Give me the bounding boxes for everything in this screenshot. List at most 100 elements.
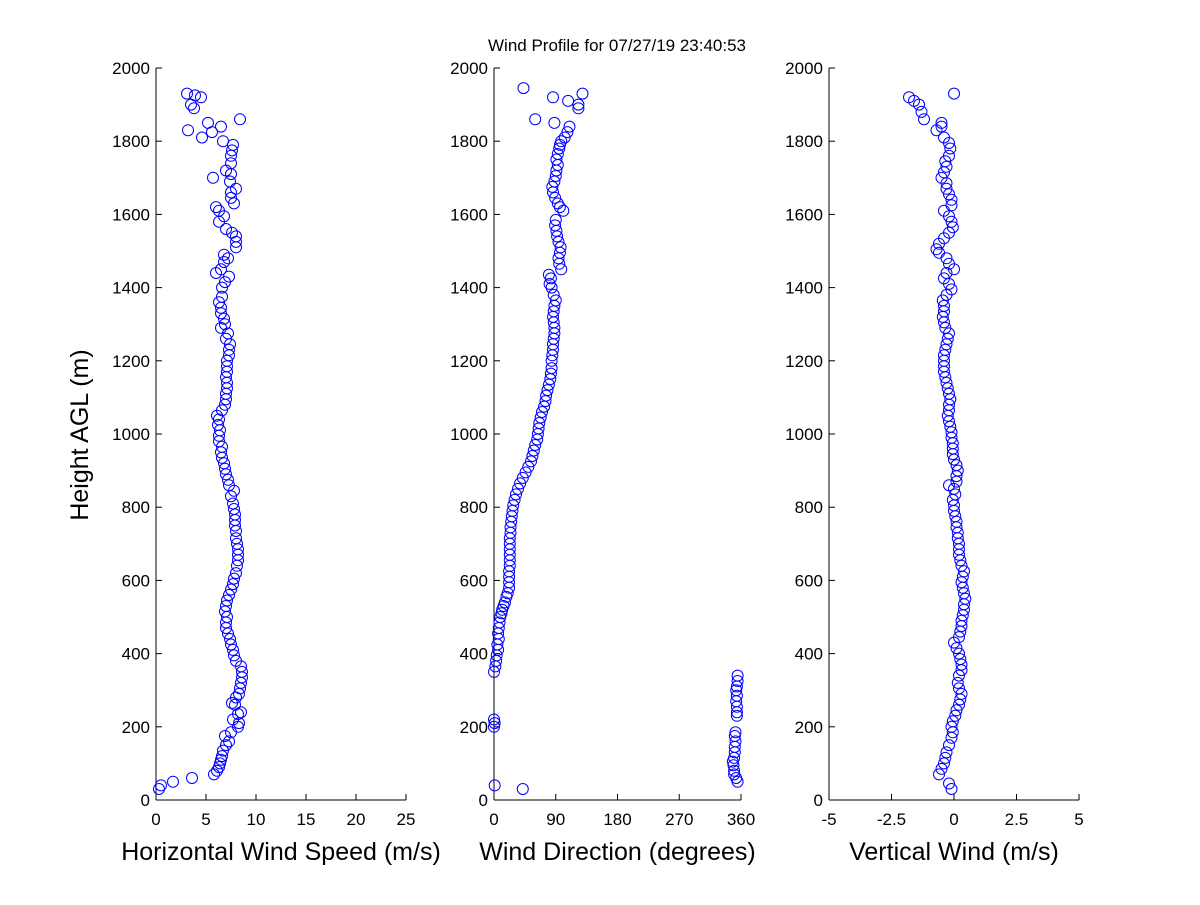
data-point [915,105,928,118]
data-point [731,669,744,682]
data-point [945,283,958,296]
data-point [958,565,970,578]
data-point [224,633,236,645]
data-point [488,713,500,726]
data-point [555,263,568,276]
data-point [227,643,239,656]
data-point [223,479,235,492]
data-point [730,684,743,697]
data-point [182,124,194,137]
data-point [543,277,556,290]
data-point [219,730,231,742]
data-point [943,149,955,162]
data-point [214,757,226,770]
data-point [223,589,235,601]
x-tick-label: 270 [665,810,693,829]
data-point [526,450,539,462]
data-point [551,197,564,210]
data-point [186,772,198,784]
y-tick-label: 1200 [450,352,488,371]
y-tick-label: 200 [795,718,823,737]
y-tick-label: 0 [814,791,823,810]
y-tick-label: 1600 [112,205,150,224]
data-point [959,592,972,605]
data-point [488,720,500,733]
data-point [229,698,241,711]
data-point [218,457,230,470]
data-point [223,343,235,356]
data-point [548,116,561,129]
data-point [222,473,234,486]
data-point [935,762,948,775]
data-point [227,578,239,591]
data-point [547,288,560,301]
data-point [226,226,238,239]
panel-speed: 0 200 400 600 800 1000 1200 1400 1600 1800 2000 0 5 1… [112,59,441,866]
data-point [549,219,562,232]
data-point [950,459,963,472]
data-point [945,720,958,733]
x-tick-label: 15 [297,810,316,829]
data-point [215,120,227,133]
data-point [218,248,230,261]
data-point [953,669,965,682]
data-point [951,464,964,477]
data-point [953,631,965,644]
data-point [235,706,247,719]
x-tick-label: 180 [603,810,631,829]
y-tick-label: 200 [122,718,150,737]
data-point [949,709,962,722]
data-point [940,267,953,279]
data-point [730,709,743,722]
data-point [517,82,530,95]
data-point [202,116,214,129]
data-point [943,257,955,270]
y-axis-label: Height AGL (m) [66,349,94,520]
data-point [213,761,225,774]
data-point [228,572,240,585]
data-point [940,160,953,173]
data-point [572,102,585,115]
data-point [938,299,950,312]
y-tick-label: 1800 [450,132,488,151]
y-tick-label: 1400 [450,279,488,298]
data-point [941,382,954,395]
chart-title: Wind Profile for 07/27/19 23:40:53 [488,36,746,55]
panel-direction: 0 200 400 600 800 1000 1200 1400 1600 1800 2000 0 90… [450,59,756,866]
data-point [536,406,548,418]
data-point [935,116,948,129]
data-point [551,148,564,160]
data-point [155,779,167,792]
data-point [228,503,240,515]
data-point [541,384,554,397]
y-tick-label: 600 [122,571,150,590]
y-tick-label: 800 [460,498,488,517]
data-point [225,157,237,170]
data-point [215,321,227,334]
data-point [232,720,244,733]
series-markers [153,87,248,795]
data-point [533,417,546,429]
y-tick-label: 0 [141,791,150,810]
data-point [221,594,233,607]
data-point [918,113,930,126]
data-point [729,726,742,739]
data-point [945,199,958,212]
x-tick-label: 0 [151,810,160,829]
data-point [940,376,953,389]
data-point [940,746,953,759]
data-point [223,270,235,283]
data-point [544,367,557,380]
y-tick-label: 1200 [785,352,823,371]
data-point [576,87,589,100]
data-point [231,537,243,550]
y-tick-label: 2000 [112,59,150,78]
data-point [943,739,955,752]
x-tick-label: -5 [821,810,836,829]
data-point [955,614,968,627]
data-point [944,420,957,433]
data-point [493,616,506,629]
data-point [558,131,571,144]
data-point [228,649,240,662]
y-tick-label: 2000 [785,59,823,78]
